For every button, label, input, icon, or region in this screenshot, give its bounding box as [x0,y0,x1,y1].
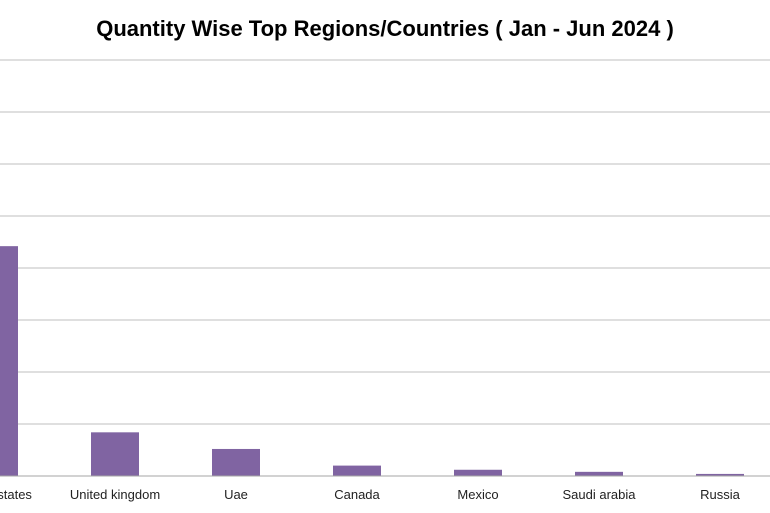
chart-title: Quantity Wise Top Regions/Countries ( Ja… [96,16,674,41]
bar-canada [333,465,381,476]
bar-united-states [0,246,18,476]
bar-saudi-arabia [575,471,623,476]
category-label: Russia [700,487,741,502]
category-label: Saudi arabia [563,487,637,502]
category-label: Uae [224,487,248,502]
bar-mexico [454,469,502,476]
category-label: Canada [334,487,380,502]
bar-united-kingdom [91,432,139,476]
category-label: Mexico [457,487,498,502]
bar-russia [696,473,744,476]
bar-uae [212,448,260,476]
gridlines [0,59,770,425]
category-label: United states [0,487,32,502]
category-label: United kingdom [70,487,160,502]
bars [0,246,744,476]
category-labels: United states United kingdom Uae Canada Mexi… [0,487,741,502]
